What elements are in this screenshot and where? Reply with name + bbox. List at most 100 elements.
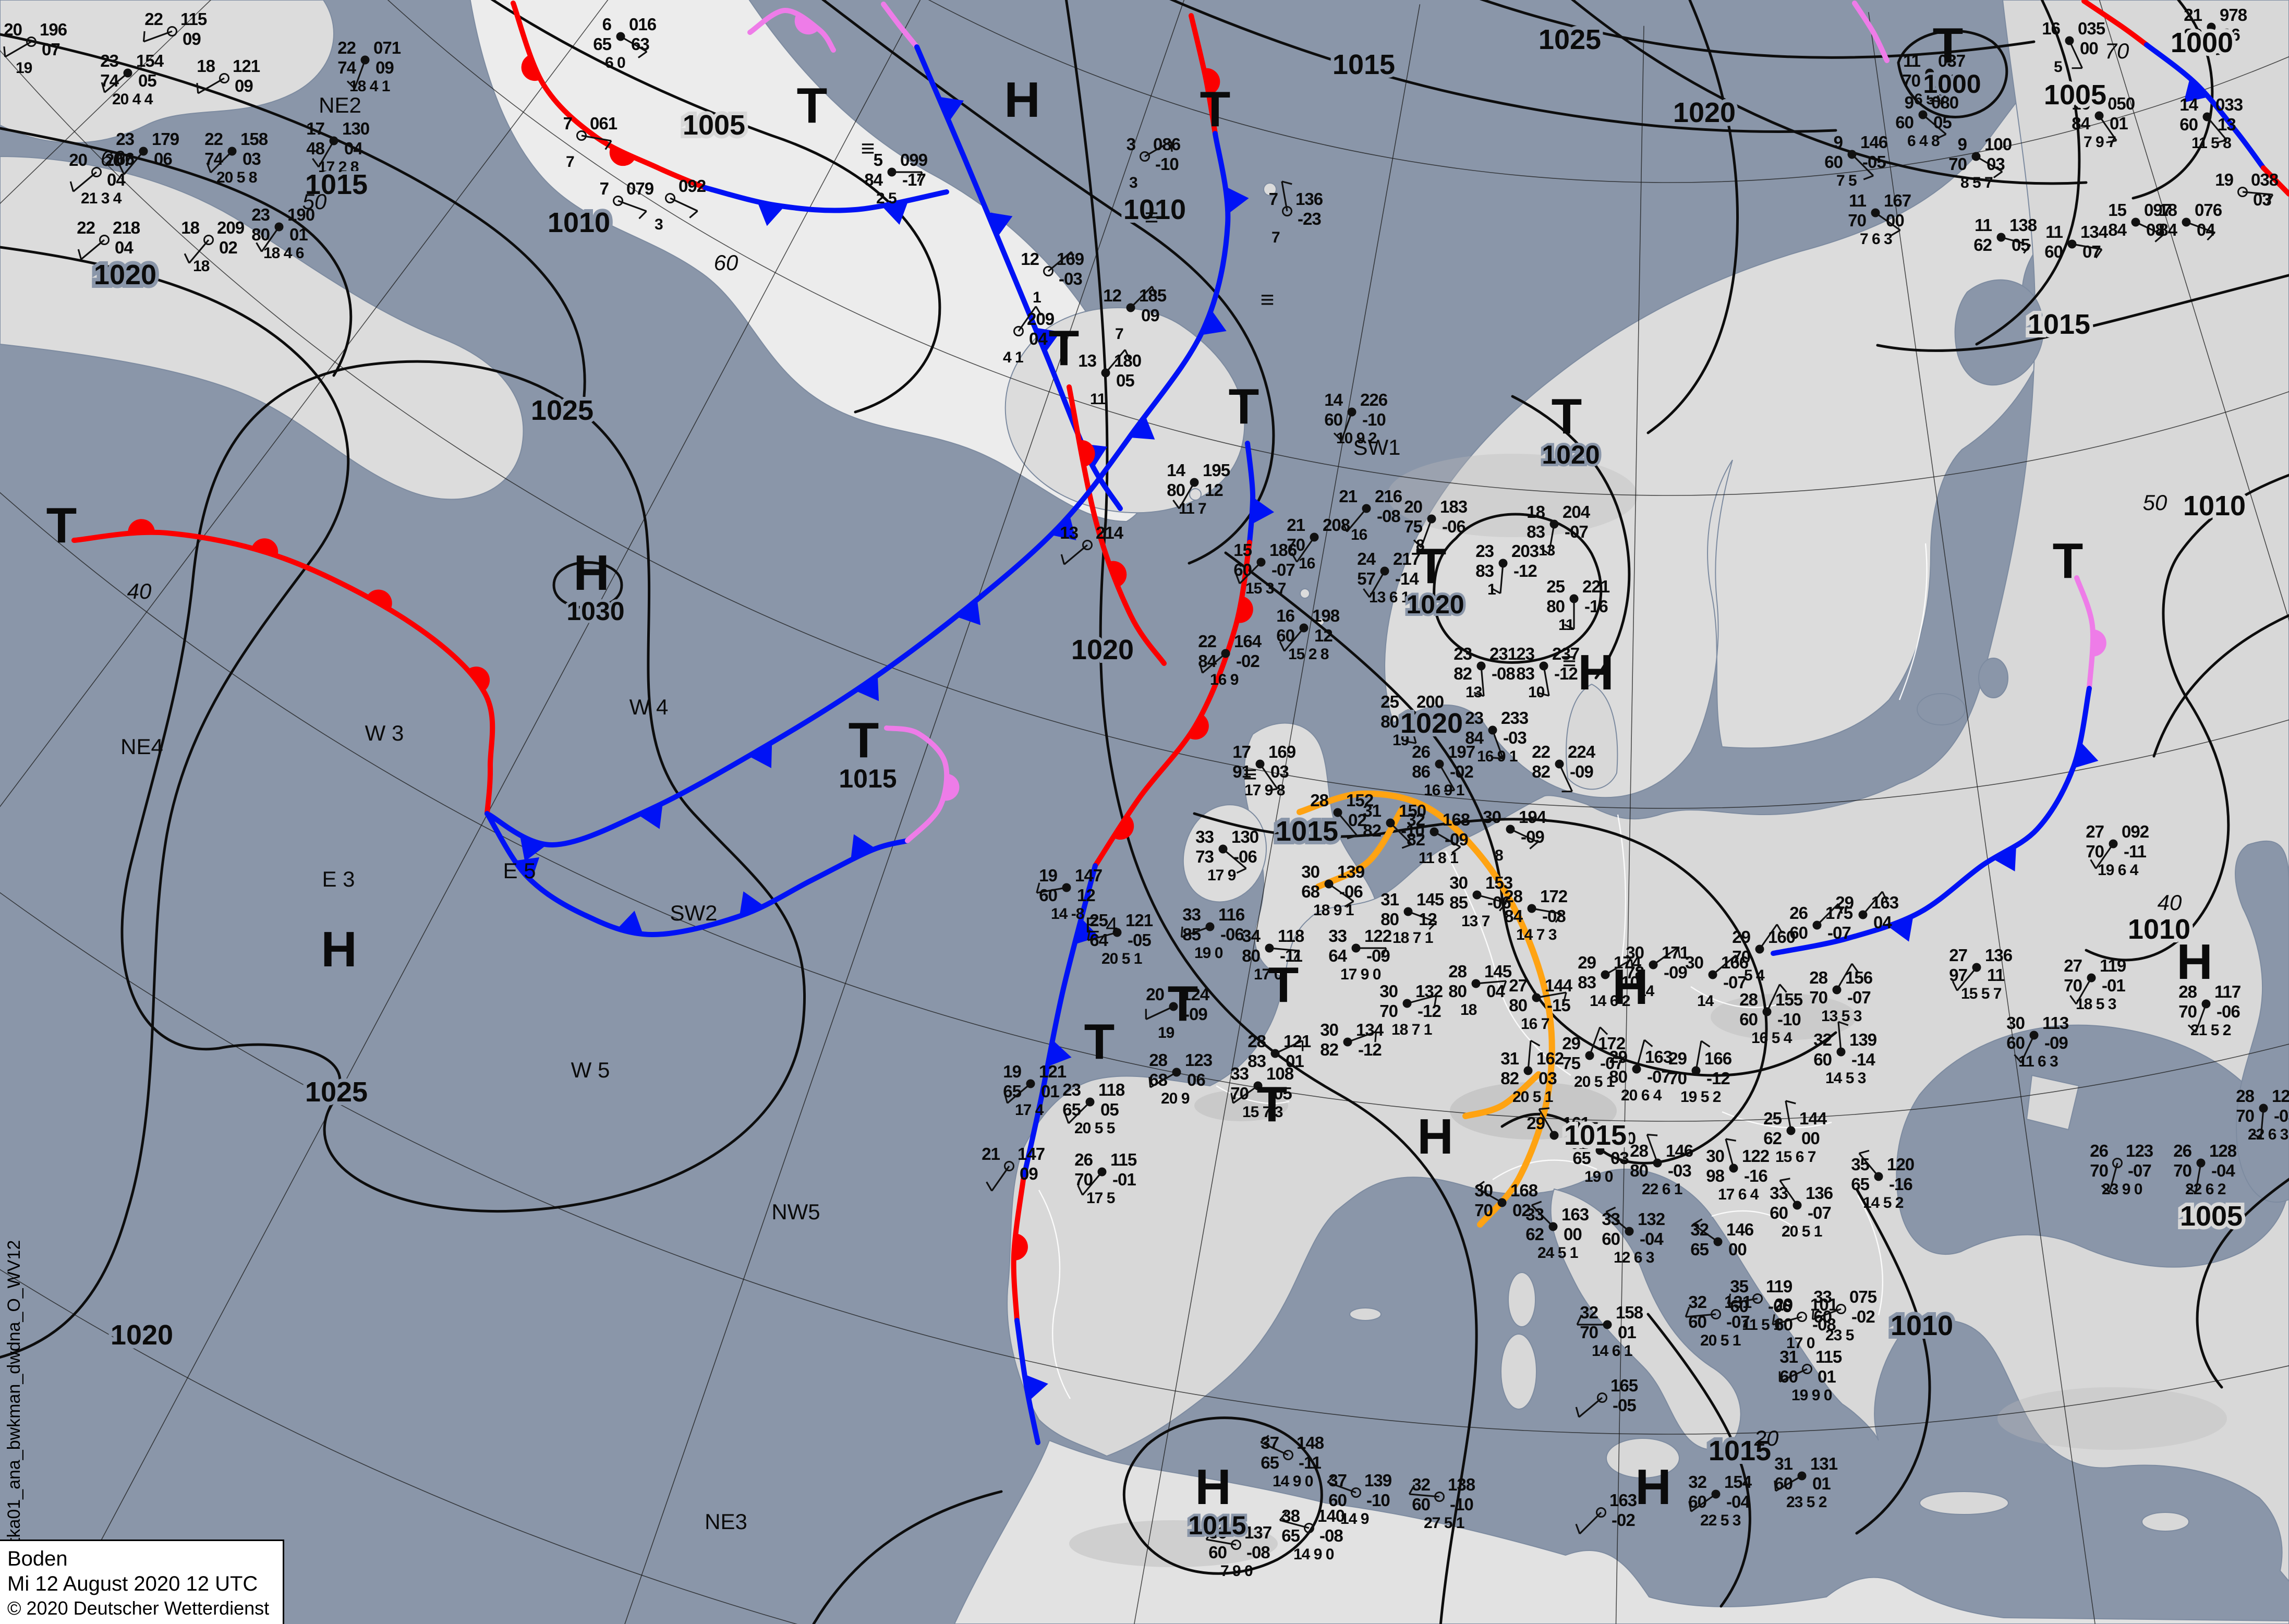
wind-barb-tick [1529, 841, 1539, 850]
high-pressure-center: H [1612, 959, 1648, 1015]
station-value: 169 [1268, 742, 1296, 761]
station-value: 00 [1728, 1240, 1747, 1259]
land-ireland [1182, 804, 1267, 903]
station-value: 139 [1364, 1471, 1392, 1490]
wind-barb-tick [1643, 1039, 1653, 1047]
station-value: 31 [1363, 801, 1381, 820]
low-pressure-center: T [1229, 379, 1259, 434]
cold-front-symbol [514, 857, 540, 882]
wind-barb [1589, 1026, 1601, 1056]
wind-barb [1837, 1022, 1842, 1052]
cold-front-symbol [748, 742, 772, 768]
isobar-label: 1020 [111, 1319, 173, 1351]
isobar-1020 [0, 246, 350, 1359]
high-pressure-center: H [1578, 645, 1614, 700]
station-value: 23 [100, 51, 118, 70]
wind-barb [1499, 563, 1504, 593]
station-value: 100 [1984, 135, 2012, 154]
station-value: 60 [2044, 242, 2063, 261]
wind-barb [1018, 306, 1037, 332]
station-value: 13 7 [1461, 913, 1490, 930]
station-value: 17 6 4 [1718, 1186, 1759, 1203]
station-value: -08 [1319, 1526, 1343, 1545]
wind-barb-tick [184, 253, 190, 264]
station-value: -03 [1668, 1161, 1691, 1180]
sea-black-sea [1896, 1024, 2289, 1268]
station-value: 74 [337, 58, 356, 77]
wind-barb-tick [1003, 1093, 1009, 1104]
station-value: 26 [1789, 903, 1808, 923]
wind-barb [1206, 1538, 1237, 1546]
lake-ladoga [1917, 693, 1966, 725]
station-value: 092 [679, 176, 706, 196]
station-value: 13 [1539, 542, 1555, 559]
station-value: 21 [1287, 515, 1305, 535]
cold-front-symbol [938, 96, 964, 122]
station-value: 84 [1504, 906, 1523, 926]
wind-barb-tick [1170, 141, 1173, 152]
station-value: 167 [1884, 191, 1911, 210]
station-value: 04 [107, 170, 126, 189]
station-value: -11 [1280, 946, 1303, 965]
station-value: 57 [1357, 569, 1375, 588]
station-value: 132 [1415, 981, 1443, 1001]
wind-barb-tick [1952, 980, 1958, 991]
station-value: -09 [1521, 827, 1544, 846]
station-value: 076 [2195, 200, 2222, 220]
station-value: 172 [1598, 1034, 1626, 1053]
station-value: 7 [1269, 189, 1278, 209]
cold-front-symbol [1074, 918, 1099, 944]
station-value: 09 [376, 58, 394, 77]
wind-barb-tick [1413, 539, 1422, 548]
cold-front-symbol [757, 202, 784, 226]
station-value: 32 [1813, 1030, 1832, 1049]
station-value: 185 [1139, 286, 1167, 305]
isobar-label: 1015 [2028, 309, 2090, 340]
station-value: 04 [344, 139, 363, 158]
wind-barb [1340, 411, 1353, 441]
wind-barb [1759, 924, 1778, 950]
station-value: 19 [1392, 732, 1409, 749]
legend-level: Boden [7, 1547, 68, 1570]
station-value: 22 [77, 218, 95, 237]
station-value: 13 [1466, 684, 1482, 701]
station-value: 60 [2006, 1033, 2025, 1052]
station-value: -08 [1246, 1543, 1270, 1562]
wind-barb [1239, 561, 1262, 585]
station-value: 139 [1337, 862, 1365, 881]
sea-area-label: SW1 [1353, 435, 1400, 459]
isobar-1025 [120, 360, 806, 1213]
station-value: 04 [1873, 913, 1892, 932]
station-value: 13 [1078, 351, 1096, 370]
sea-area-label: NE4 [120, 734, 163, 759]
station-value: 20 5 1 [1512, 1088, 1553, 1106]
station-value: 168 [1443, 810, 1470, 829]
wind-barb [354, 59, 366, 89]
station-value: 19 [1158, 1024, 1174, 1041]
warm-front-symbol [794, 13, 819, 35]
station-value: 33 [1602, 1209, 1620, 1229]
wind-barb [1862, 891, 1883, 916]
graticule-label: 60 [714, 250, 738, 275]
station-value: 60 [1774, 1474, 1793, 1493]
station-value: 80 [1242, 946, 1260, 965]
station-value: -12 [1554, 664, 1578, 683]
station-value: -16 [1744, 1166, 1767, 1185]
station-value: 18 [1527, 502, 1545, 522]
station-value: -03 [2274, 1106, 2289, 1125]
front-warm [71, 529, 495, 816]
station-value: 1 [1033, 289, 1041, 306]
station-value: 22 [337, 38, 356, 57]
station-value: 00 [1886, 211, 1904, 230]
wind-barb-tick [1124, 349, 1131, 360]
